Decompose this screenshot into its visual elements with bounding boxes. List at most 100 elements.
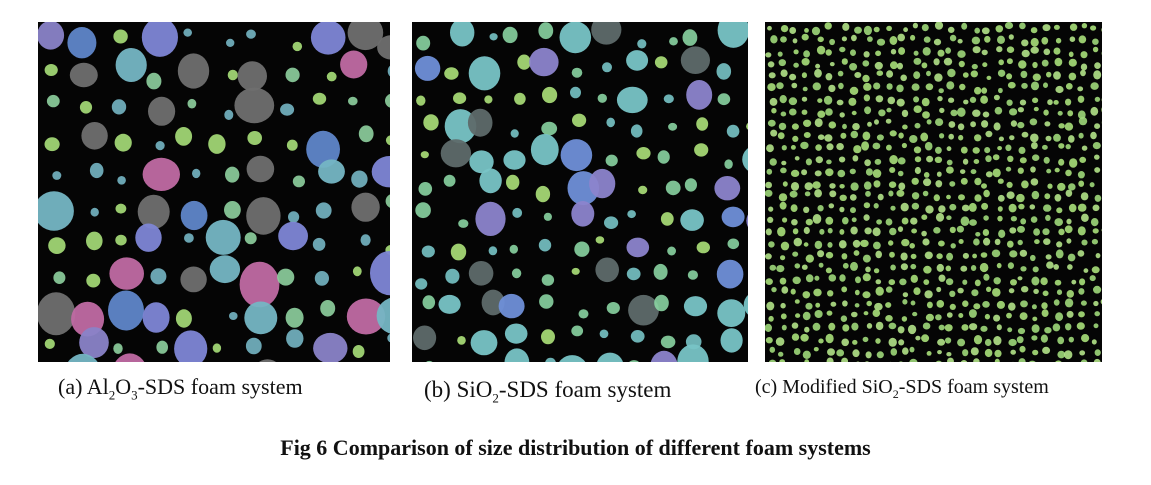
bubble — [1045, 254, 1052, 260]
bubble — [767, 25, 772, 31]
bubble — [376, 298, 390, 334]
bubble — [850, 207, 856, 214]
bubble — [488, 246, 498, 256]
bubble — [802, 311, 811, 321]
bubble — [1005, 144, 1012, 152]
bubble — [229, 312, 238, 320]
bubble — [654, 294, 669, 312]
bubble — [817, 134, 825, 140]
bubble — [792, 228, 799, 235]
bubble — [113, 343, 123, 354]
bubble — [1065, 83, 1073, 90]
bubble — [244, 232, 257, 245]
bubble — [440, 139, 472, 168]
bubble — [779, 201, 787, 210]
bubble — [946, 81, 955, 90]
bubble — [1090, 82, 1099, 90]
bubble — [770, 35, 778, 44]
bubble — [183, 28, 192, 37]
bubble — [937, 96, 943, 102]
bubble — [996, 262, 1002, 269]
bubble — [1080, 63, 1088, 71]
bubble — [876, 351, 884, 359]
bubble — [939, 107, 945, 114]
bubble — [769, 158, 777, 166]
bubble — [48, 237, 66, 255]
bubble — [970, 265, 977, 271]
bubble — [886, 83, 893, 90]
bubble — [907, 324, 917, 335]
bubble — [854, 289, 860, 296]
bubble — [1078, 288, 1085, 295]
bubble — [1058, 158, 1065, 166]
bubble — [913, 105, 922, 113]
bubble — [842, 262, 849, 269]
bubble — [716, 63, 732, 80]
bubble — [1020, 266, 1027, 272]
bubble — [982, 111, 990, 118]
bubble — [854, 72, 862, 78]
bubble — [851, 311, 858, 318]
bubble — [469, 150, 494, 174]
bubble — [872, 309, 881, 317]
bubble — [1081, 334, 1090, 343]
bubble — [814, 275, 820, 281]
bubble — [862, 273, 871, 282]
bubble — [935, 180, 943, 188]
bubble — [813, 347, 819, 352]
bubble — [969, 96, 977, 103]
bubble — [897, 33, 905, 42]
bubble — [876, 134, 884, 141]
bubble — [921, 62, 928, 69]
bubble — [890, 264, 896, 271]
bubble — [1046, 261, 1054, 269]
bubble — [352, 345, 365, 358]
bubble — [849, 194, 857, 201]
bubble — [948, 133, 954, 140]
bubble — [1065, 169, 1072, 177]
bubble — [1045, 214, 1051, 221]
bubble — [680, 209, 704, 231]
bubble — [187, 98, 197, 109]
bubble — [827, 290, 834, 297]
bubble — [370, 251, 390, 296]
bubble — [288, 211, 300, 223]
bubble — [957, 287, 964, 294]
bubble — [863, 311, 869, 316]
bubble — [1043, 82, 1048, 88]
bubble — [902, 347, 909, 355]
bubble — [923, 265, 932, 274]
bubble — [801, 169, 808, 176]
bubble — [1058, 143, 1065, 149]
bubble — [137, 194, 170, 229]
bubble — [812, 82, 821, 91]
bubble — [746, 214, 748, 228]
bubble — [862, 336, 869, 343]
bubble — [1067, 110, 1074, 117]
bubble — [1068, 135, 1075, 143]
bubble — [804, 28, 809, 33]
bubble — [660, 212, 674, 226]
bubble — [660, 335, 676, 349]
bubble — [489, 33, 498, 41]
bubble — [1065, 323, 1072, 331]
bubble — [1020, 300, 1028, 308]
bubble — [1046, 168, 1052, 174]
bubble — [1064, 350, 1073, 360]
bubble — [873, 26, 880, 33]
bubble — [855, 276, 861, 284]
foam-image-modified-sio2 — [765, 22, 1102, 362]
bubble — [1068, 203, 1077, 213]
bubble — [1041, 59, 1049, 67]
bubble — [111, 99, 127, 115]
bubble — [626, 50, 649, 71]
bubble — [876, 219, 882, 225]
bubble — [1018, 203, 1025, 210]
bubble — [1009, 250, 1018, 258]
bubble — [1046, 71, 1052, 78]
bubble — [825, 267, 832, 274]
bubble — [910, 300, 916, 306]
bubble — [52, 171, 62, 180]
bubble — [960, 216, 970, 226]
bubble — [984, 338, 992, 347]
